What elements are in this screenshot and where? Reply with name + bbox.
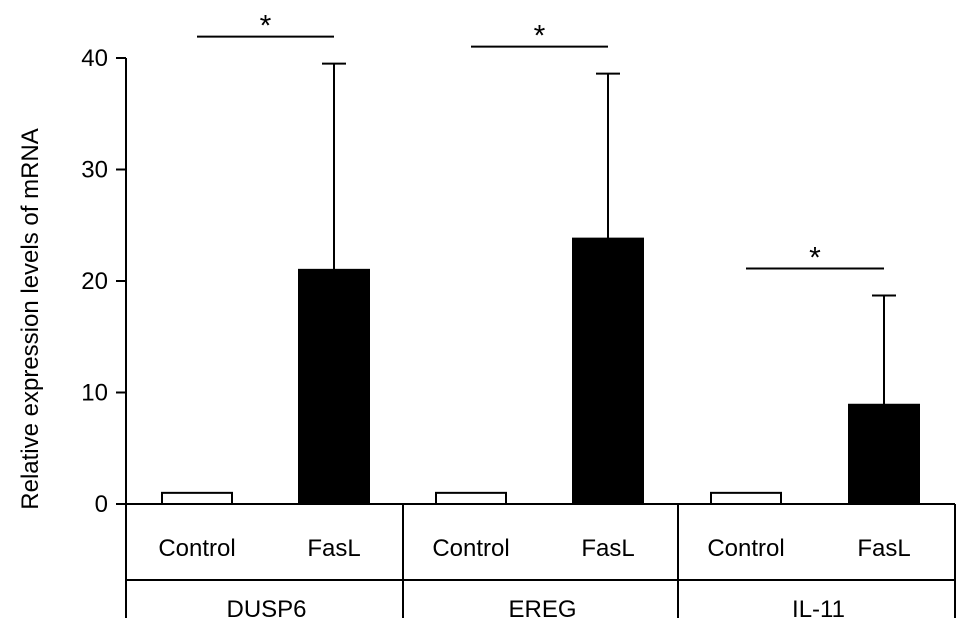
- bar-il-11-control: [710, 491, 782, 506]
- category-label: Control: [707, 535, 784, 562]
- category-label: FasL: [581, 535, 634, 562]
- y-tick-label: 20: [81, 268, 108, 295]
- bar-ereg-control: [435, 491, 507, 506]
- group-label: EREG: [508, 596, 576, 623]
- category-label: Control: [158, 535, 235, 562]
- y-tick-label: 30: [81, 157, 108, 184]
- significance-annotations: * * *: [197, 10, 884, 274]
- category-labels: Control FasL DUSP6 Control FasL EREG Control Fa…: [158, 535, 910, 623]
- category-label: FasL: [307, 535, 360, 562]
- y-tick-label: 40: [81, 45, 108, 72]
- group-label: DUSP6: [226, 596, 306, 623]
- axes: 0 10 20 30 40: [81, 45, 956, 618]
- bar-ereg-fasl: [572, 237, 644, 505]
- y-tick-label: 10: [81, 380, 108, 407]
- group-label: IL-11: [792, 596, 845, 623]
- significance-star: *: [809, 241, 821, 274]
- significance-star: *: [260, 10, 272, 43]
- bar-il-11-fasl: [848, 403, 920, 506]
- category-label: FasL: [857, 535, 910, 562]
- y-axis-label: Relative expression levels of mRNA: [17, 128, 44, 509]
- category-label: Control: [432, 535, 509, 562]
- bar-dusp6-control: [161, 491, 233, 506]
- y-tick-label: 0: [95, 491, 108, 518]
- significance-star: *: [534, 20, 546, 53]
- bar-dusp6-fasl: [298, 268, 370, 505]
- bars: [161, 62, 920, 506]
